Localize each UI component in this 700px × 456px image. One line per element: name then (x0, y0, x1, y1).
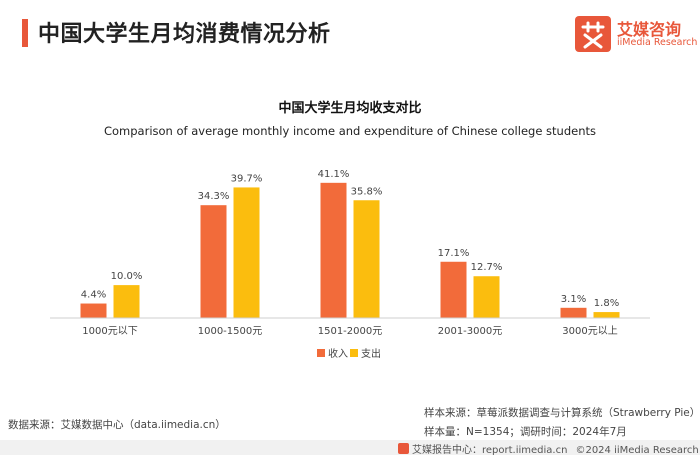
legend-swatch-income (317, 349, 325, 357)
copyright-text: ©2024 iiMedia Research Inc (575, 445, 700, 456)
data-label: 3.1% (561, 294, 586, 305)
chart-subtitle: Comparison of average monthly income and… (104, 124, 596, 138)
logo-en-text: iiMedia Research (617, 37, 698, 48)
x-tick-label: 3000元以上 (562, 325, 617, 337)
bar-income-4 (560, 307, 587, 318)
x-tick-label: 1000元以下 (82, 326, 137, 337)
page-title: 中国大学生月均消费情况分析 (38, 22, 331, 47)
footer-brand: 艾媒报告中心：report.iimedia.cn ©2024 iiMedia Re… (398, 441, 700, 456)
bar-income-2 (320, 182, 347, 318)
brand-mini-icon (398, 443, 409, 454)
bars-layer: 4.4% 10.0% 34.3%39.7% 41.1%35.8% 17.1%12.7% 3… (80, 169, 620, 318)
logo-cn-text: 艾媒咨询 (617, 20, 682, 39)
iimedia-logo: 艾媒咨询 iiMedia Research (575, 14, 698, 54)
data-label: 39.7% (231, 173, 263, 184)
data-label: 41.1% (318, 169, 350, 180)
bar-expenditure-3 (473, 276, 500, 318)
footer-bar (0, 440, 700, 455)
title-accent-bar (22, 19, 28, 47)
legend-label-expenditure: 支出 (361, 347, 381, 360)
data-label: 34.3% (198, 191, 230, 202)
report-center-link[interactable]: 艾媒报告中心：report.iimedia.cn (412, 445, 568, 456)
bar-expenditure-1 (233, 187, 260, 318)
sample-size-note: 样本量：N=1354；调研时间：2024年7月 (424, 426, 627, 438)
data-label: 4.4% (81, 290, 106, 301)
bar-expenditure-0 (113, 285, 140, 318)
legend-swatch-expenditure (350, 349, 358, 357)
sample-source-note: 样本来源：草莓派数据调查与计算系统（Strawberry Pie） (424, 407, 700, 419)
bar-expenditure-2 (353, 200, 380, 318)
legend-label-income: 收入 (328, 347, 348, 360)
bar-chart: 中国大学生月均收支对比 Comparison of average monthl… (50, 100, 650, 360)
data-label: 10.0% (111, 271, 143, 282)
chart-title: 中国大学生月均收支对比 (278, 100, 421, 116)
data-label: 1.8% (594, 298, 619, 309)
legend: 收入 支出 (317, 347, 381, 360)
data-source-note: 数据来源：艾媒数据中心（data.iimedia.cn） (8, 419, 226, 431)
x-tick-label: 1000-1500元 (198, 326, 263, 337)
iimedia-logo-icon (575, 16, 611, 52)
data-label: 17.1% (438, 248, 470, 259)
x-tick-label: 1501-2000元 (318, 326, 383, 337)
bar-income-3 (440, 261, 467, 318)
bar-income-0 (80, 303, 107, 318)
bar-expenditure-4 (593, 312, 620, 318)
data-label: 12.7% (471, 262, 503, 273)
data-label: 35.8% (351, 186, 383, 197)
x-tick-label: 2001-3000元 (438, 326, 503, 337)
bar-income-1 (200, 205, 227, 318)
x-tick-labels: 1000元以下 1000-1500元 1501-2000元 2001-3000元 300… (82, 325, 617, 337)
